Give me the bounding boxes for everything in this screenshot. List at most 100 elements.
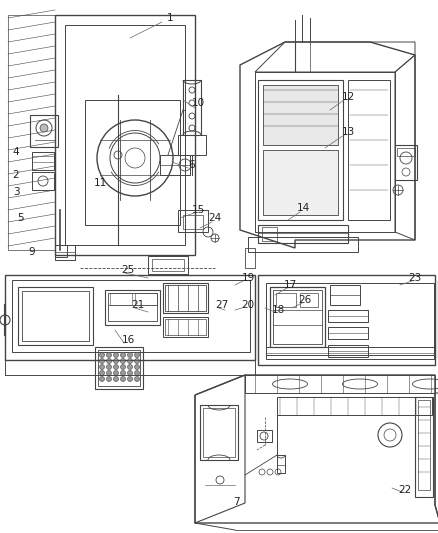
Circle shape [99,365,105,369]
Bar [95,347,143,389]
Circle shape [99,359,105,364]
Text: 11: 11 [93,178,106,188]
Text: 15: 15 [191,205,205,215]
Text: 3: 3 [13,187,19,197]
Text: 12: 12 [341,92,355,102]
Circle shape [106,365,112,369]
Text: 4: 4 [13,147,19,157]
Bar [183,215,203,229]
Text: 22: 22 [399,485,412,495]
Text: 1: 1 [167,13,173,23]
Bar [277,455,285,473]
Circle shape [127,370,133,376]
Text: 17: 17 [283,280,297,290]
Circle shape [99,376,105,382]
Circle shape [120,359,126,364]
Circle shape [127,359,133,364]
Text: 20: 20 [241,300,254,310]
Circle shape [120,370,126,376]
Text: 6: 6 [189,160,195,170]
Circle shape [113,365,119,369]
Circle shape [134,370,139,376]
Bar [200,405,238,460]
Bar [263,150,338,215]
Bar [258,80,343,220]
Bar [165,285,206,311]
Circle shape [134,359,139,364]
Bar [276,293,296,307]
Bar [108,293,157,321]
Text: 18: 18 [272,305,285,315]
Bar [330,285,360,305]
Text: 26: 26 [298,295,311,305]
Bar [178,135,206,155]
Bar [148,256,188,274]
Text: 13: 13 [341,127,355,137]
Bar [245,248,255,268]
Text: 21: 21 [131,300,145,310]
Circle shape [120,365,126,369]
Circle shape [106,370,112,376]
Bar [258,225,348,243]
Bar [165,319,206,335]
Circle shape [106,352,112,358]
Circle shape [40,124,48,132]
Bar [152,259,184,271]
Bar [160,155,190,175]
Text: 9: 9 [28,247,35,257]
Bar [348,80,390,220]
Circle shape [99,352,105,358]
Bar [18,287,93,345]
Text: 2: 2 [13,170,19,180]
Bar [32,152,54,170]
Bar [277,397,432,415]
Bar [270,287,325,347]
Bar [178,210,208,232]
Bar [163,317,208,337]
Bar [98,350,140,386]
Bar [300,293,318,307]
Bar [257,430,272,442]
Bar [415,397,433,497]
Bar [55,245,75,260]
Circle shape [106,359,112,364]
Text: 10: 10 [191,98,205,108]
Bar [110,293,132,305]
Circle shape [127,365,133,369]
Circle shape [134,376,139,382]
Text: 24: 24 [208,213,222,223]
Text: 23: 23 [408,273,422,283]
Circle shape [113,352,119,358]
Bar [266,283,434,355]
Bar [262,227,277,241]
Circle shape [99,370,105,376]
Text: 5: 5 [17,213,23,223]
Bar [135,293,157,305]
Bar [328,345,368,357]
Bar [183,80,201,135]
Text: 19: 19 [241,273,254,283]
Bar [397,148,415,156]
Bar [248,237,358,252]
Bar [30,115,58,147]
Text: 14: 14 [297,203,310,213]
Bar [163,283,208,313]
Text: 7: 7 [233,497,239,507]
Circle shape [113,376,119,382]
Bar [55,245,67,257]
Text: 25: 25 [121,265,134,275]
Bar [418,400,430,490]
Bar [328,310,368,322]
Bar [203,408,235,457]
Circle shape [127,352,133,358]
Bar [266,347,434,359]
Bar [32,172,54,190]
Circle shape [134,352,139,358]
Bar [12,280,250,352]
Circle shape [134,365,139,369]
Bar [85,100,180,225]
Bar [263,85,338,145]
Circle shape [120,352,126,358]
Bar [105,290,160,325]
Text: 27: 27 [215,300,229,310]
